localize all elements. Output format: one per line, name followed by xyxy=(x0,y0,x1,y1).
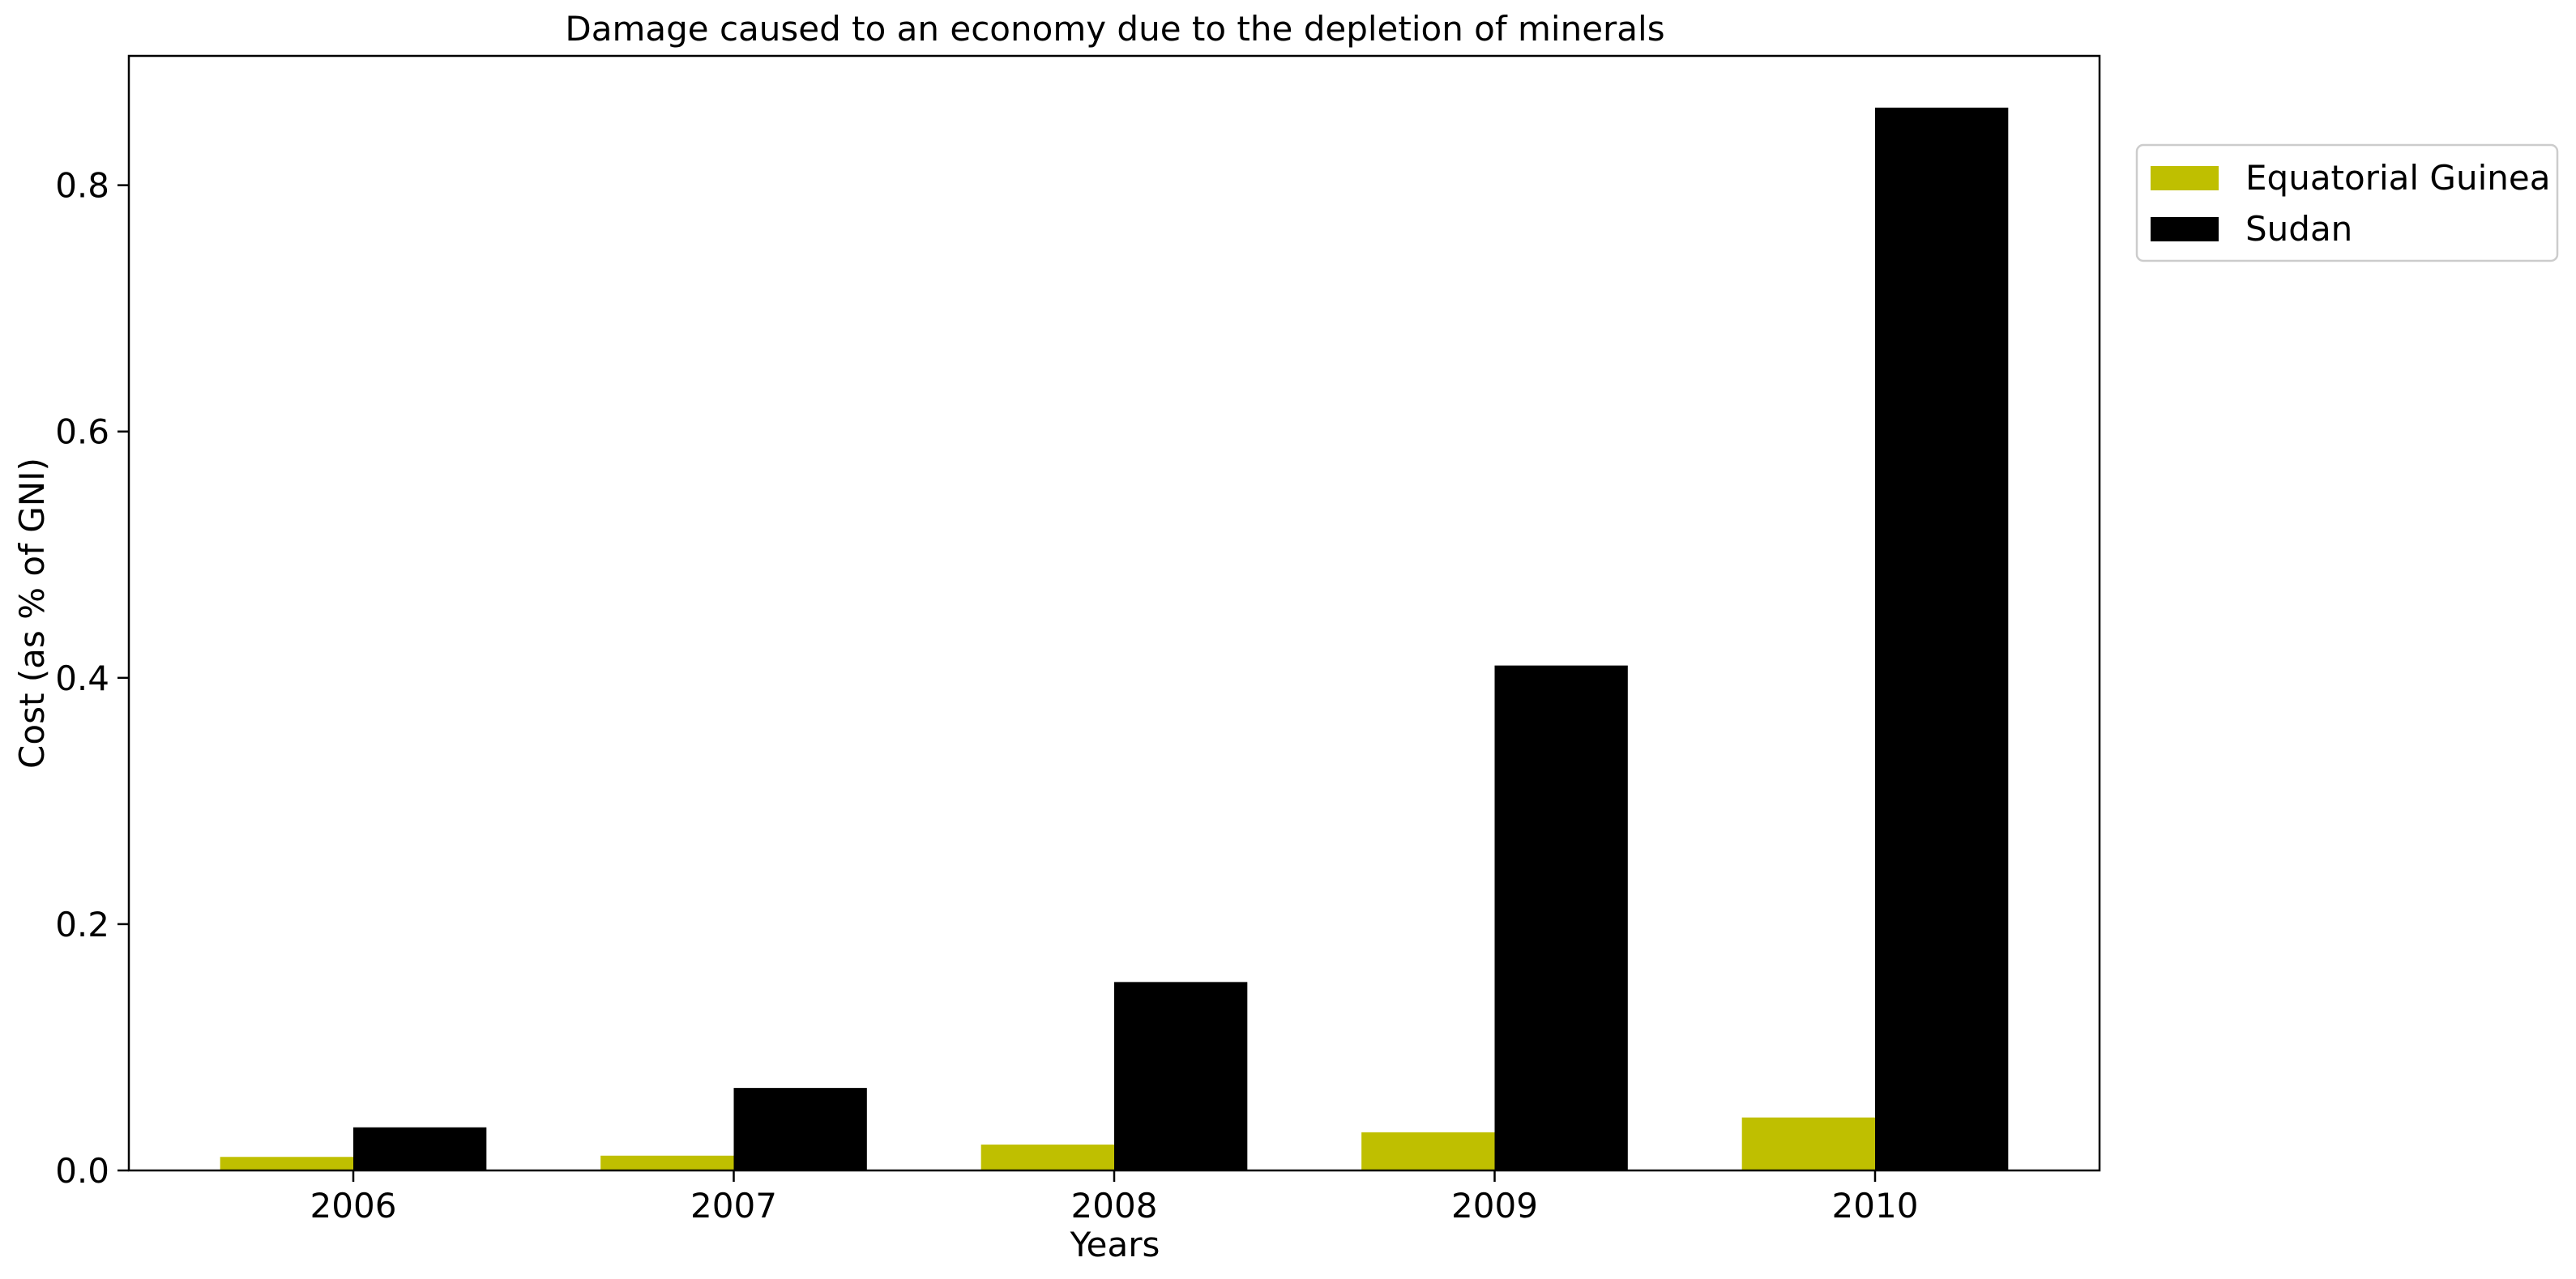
y-axis: 0.0 0.2 0.4 0.6 0.8 xyxy=(55,166,129,1191)
x-tick-label: 2008 xyxy=(1071,1186,1158,1226)
x-tick-label: 2006 xyxy=(310,1186,397,1226)
y-tick-label: 0.2 xyxy=(55,905,109,944)
chart-title: Damage caused to an economy due to the d… xyxy=(565,9,1664,49)
bar-sudan-2008 xyxy=(1114,982,1248,1170)
y-tick-label: 0.4 xyxy=(55,659,109,698)
bar-sudan-2009 xyxy=(1494,665,1628,1170)
y-tick-label: 0.6 xyxy=(55,412,109,452)
legend-swatch-equatorial-guinea xyxy=(2151,166,2219,190)
bars-group xyxy=(220,107,2009,1171)
bar-equatorial-guinea-2006 xyxy=(220,1157,353,1170)
bar-sudan-2007 xyxy=(733,1088,867,1170)
x-axis: 2006 2007 2008 2009 2010 xyxy=(310,1170,1919,1226)
x-tick-label: 2009 xyxy=(1451,1186,1538,1226)
legend-label-equatorial-guinea: Equatorial Guinea xyxy=(2245,158,2550,198)
y-tick-label: 0.8 xyxy=(55,166,109,206)
legend-label-sudan: Sudan xyxy=(2245,209,2352,249)
bar-sudan-2010 xyxy=(1875,107,2009,1171)
y-axis-title: Cost (as % of GNI) xyxy=(12,458,52,769)
legend: Equatorial Guinea Sudan xyxy=(2135,143,2559,262)
legend-box xyxy=(2135,143,2559,262)
x-tick-label: 2010 xyxy=(1832,1186,1919,1226)
bar-equatorial-guinea-2009 xyxy=(1361,1132,1495,1170)
x-axis-title: Years xyxy=(1070,1225,1160,1264)
x-tick-label: 2007 xyxy=(690,1186,777,1226)
bar-equatorial-guinea-2007 xyxy=(600,1155,734,1170)
bar-equatorial-guinea-2008 xyxy=(980,1145,1114,1170)
legend-swatch-sudan xyxy=(2151,217,2219,241)
bar-sudan-2006 xyxy=(353,1127,487,1170)
y-tick-label: 0.0 xyxy=(55,1151,109,1191)
bar-equatorial-guinea-2010 xyxy=(1741,1117,1875,1170)
